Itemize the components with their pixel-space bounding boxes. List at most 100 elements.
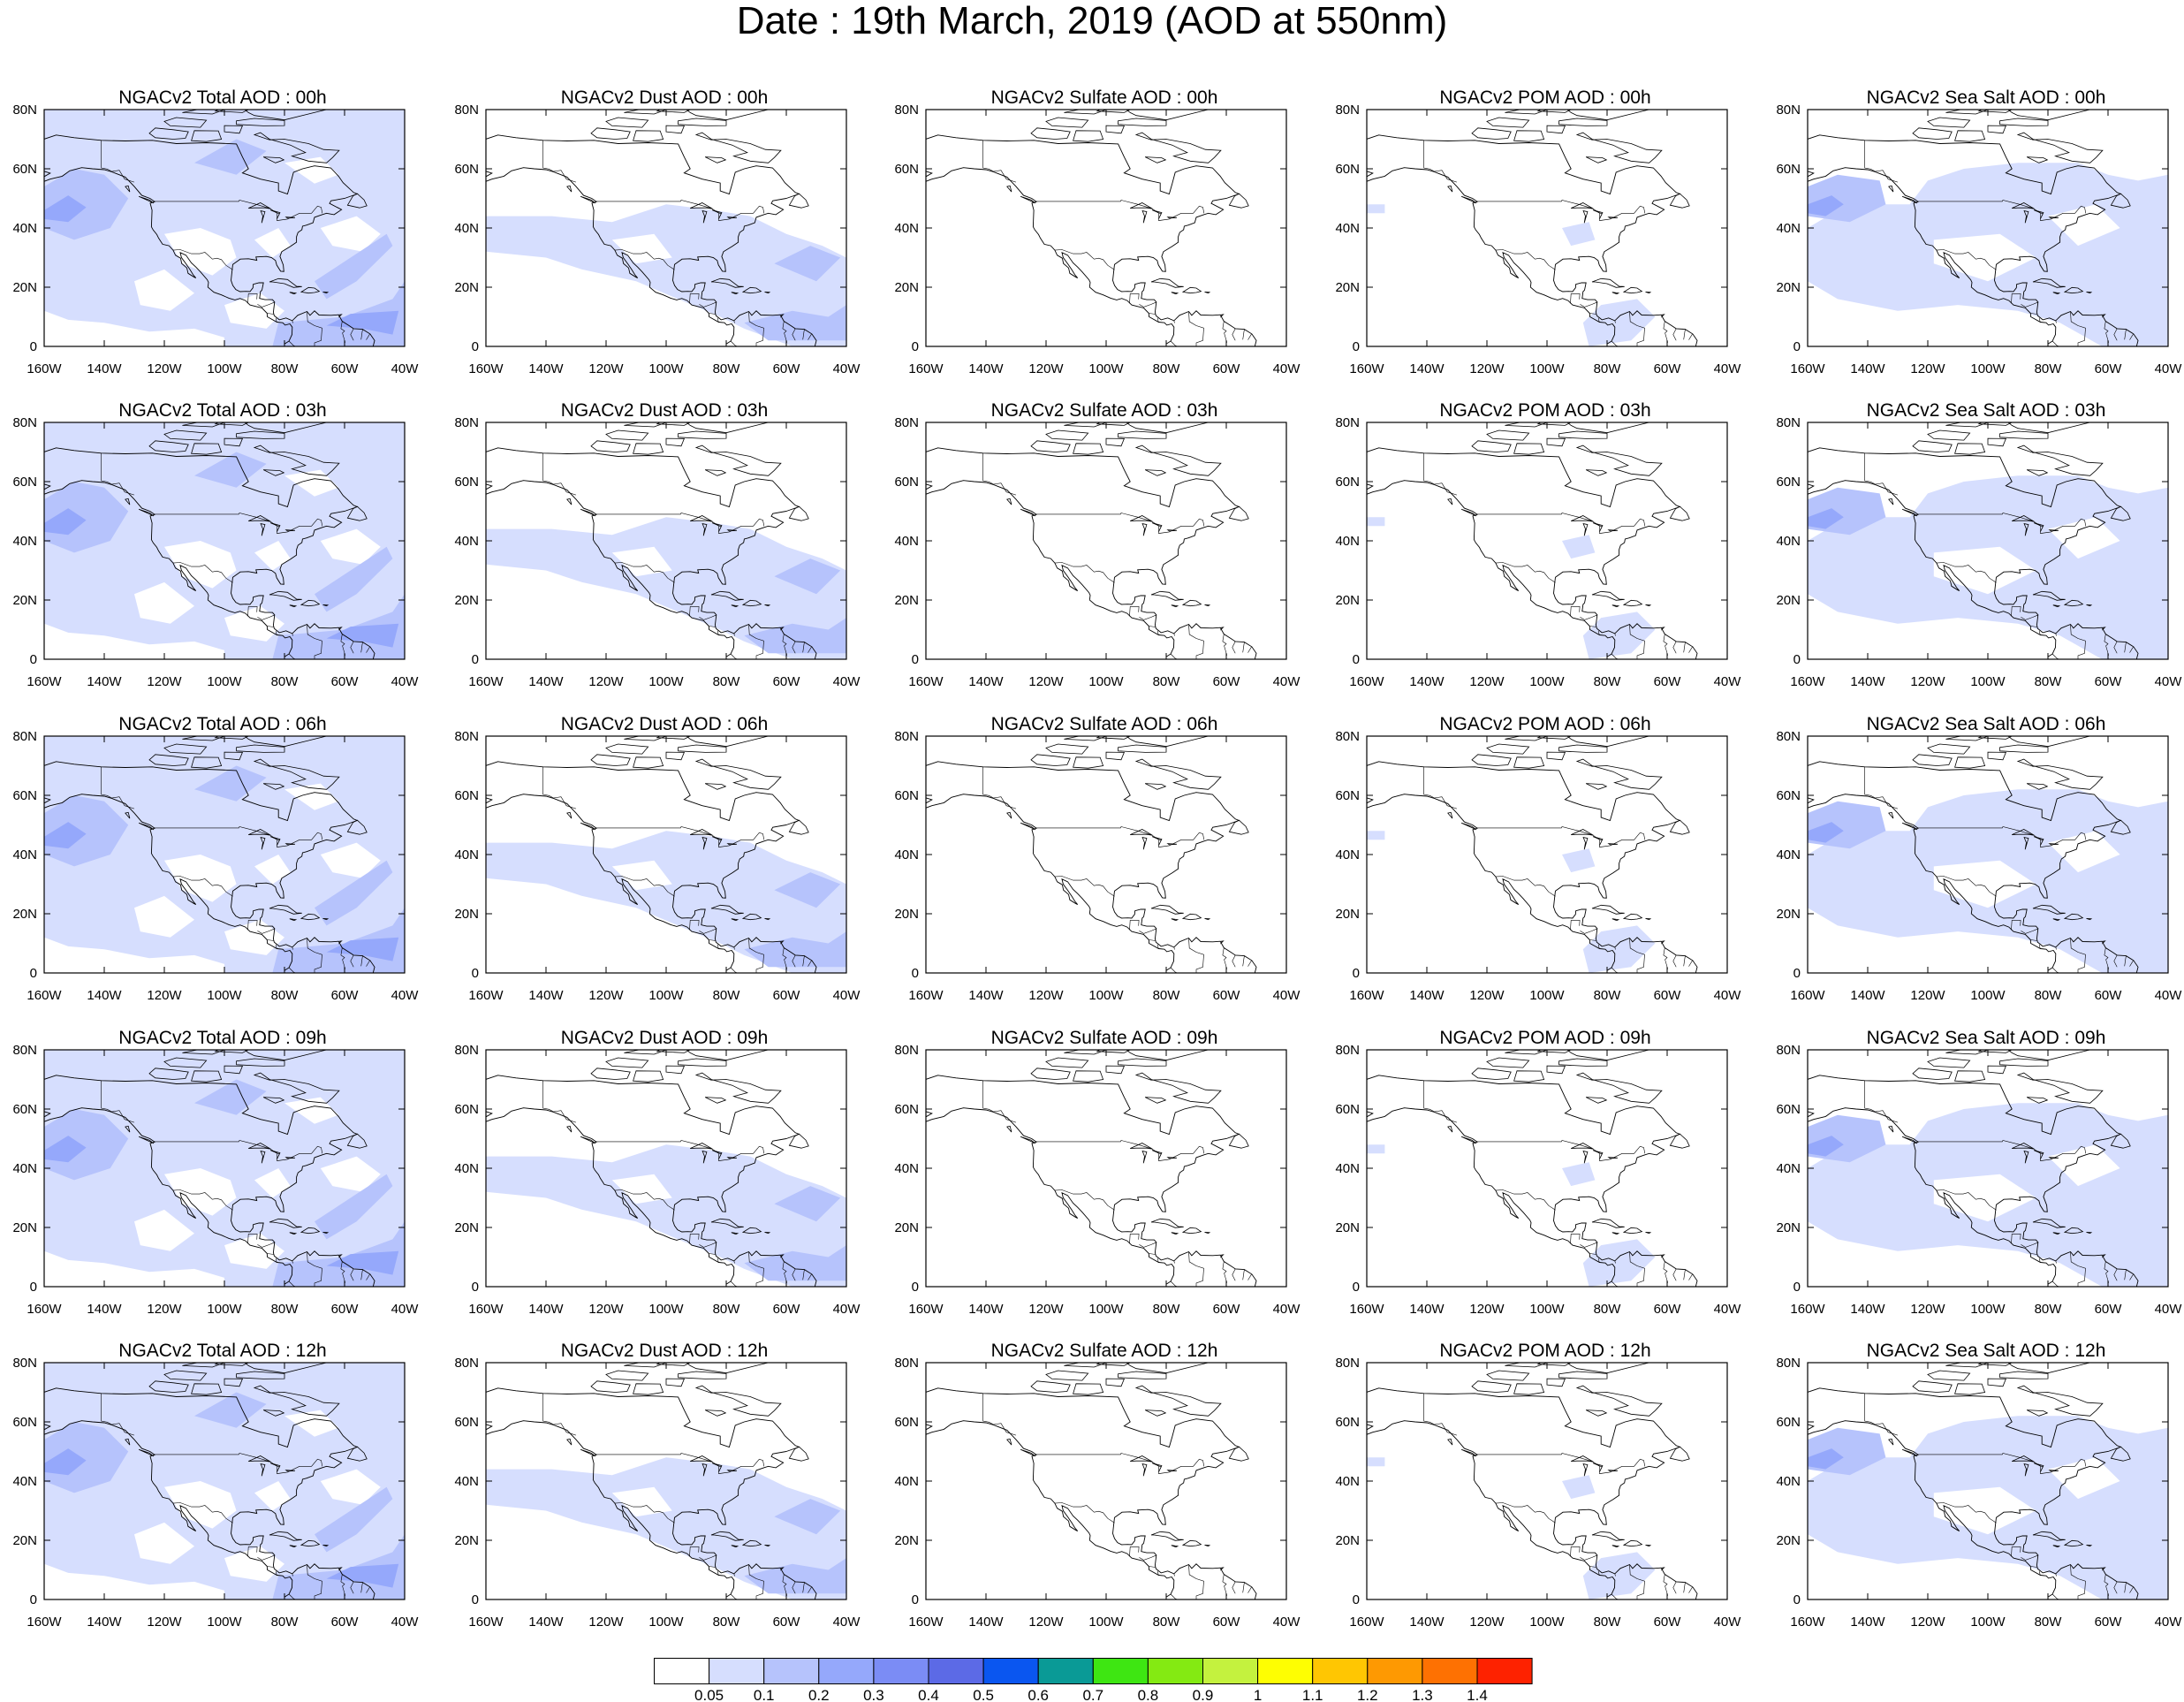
aod-clean-area [320,528,381,565]
island-coastline [263,1097,285,1104]
y-tick-label: 60N [1335,475,1360,490]
country-border [1936,1189,1997,1211]
island-coastline [2086,918,2093,921]
island-coastline [780,1254,785,1258]
x-tick-label: 60W [331,1302,360,1317]
country-border [614,1189,675,1211]
aod-shading-mid [194,1079,267,1115]
y-tick-label: 0 [1353,1592,1360,1607]
island-coastline [2102,314,2106,318]
coastline [44,761,375,973]
country-border [1580,301,1598,308]
x-tick-label: 160W [1790,988,1825,1003]
colorbar-label: 0.9 [1193,1687,1214,1702]
aod-clean-area [254,541,291,571]
island-coastline [1513,130,1545,142]
country-border [1232,1268,1236,1281]
y-tick-label: 60N [12,162,37,177]
aod-shading-high [1808,1448,1844,1470]
y-tick-label: 20N [454,593,479,608]
country-border [1672,1581,1677,1594]
colorbar-swatch [654,1658,710,1684]
country-border [350,1268,354,1281]
y-tick-label: 80N [12,103,37,118]
coastline [1367,134,1698,346]
island-coastline [1228,193,1249,209]
map-panel: NGACv2 Sulfate AOD : 06h 160W 140W 120W 100W… [882,708,1323,1013]
x-tick-label: 60W [1213,1302,1241,1317]
x-tick-label: 100W [1970,1615,2006,1630]
island-coastline [624,422,667,428]
country-border [1222,1261,1227,1283]
island-coastline [1181,599,1202,607]
y-tick-label: 20N [12,280,37,295]
x-tick-label: 160W [1349,1615,1384,1630]
island-coastline [1888,185,1894,193]
island-coastline [289,604,298,608]
island-coastline [182,110,225,115]
island-coastline [1591,904,1625,915]
island-coastline [1204,292,1211,294]
island-coastline [191,1070,223,1083]
aod-clean-area [611,233,672,264]
country-border [1495,249,1556,270]
island-coastline [1045,1370,1089,1381]
y-tick-label: 60N [1335,1415,1360,1430]
island-coastline [1575,444,1663,476]
island-coastline [665,1378,685,1387]
x-tick-label: 80W [713,1302,741,1317]
island-coastline [1130,829,1153,836]
y-tick-label: 20N [894,1533,919,1548]
aod-shading-mid [44,169,129,240]
x-tick-label: 80W [2035,674,2063,689]
island-coastline [236,430,285,439]
map-panel: NGACv2 Sea Salt AOD : 03h 160W 140W 120W 100… [1763,394,2184,699]
country-border [2070,938,2086,973]
x-tick-label: 100W [1970,988,2006,1003]
y-tick-label: 60N [454,1102,479,1117]
coastline [44,1075,375,1287]
island-coastline [1575,1385,1663,1417]
island-coastline [1105,1378,1125,1387]
panel-title: NGACv2 Total AOD : 12h [118,1341,327,1361]
island-coastline [656,1363,692,1366]
y-tick-label: 80N [12,1356,37,1371]
aod-map: 160W 140W 120W 100W 80W 60W 40W 0 20N 40N 60N 80N [454,103,861,376]
x-tick-label: 140W [528,988,564,1003]
island-coastline [694,1385,782,1417]
y-tick-label: 80N [12,415,37,430]
aod-clean-area [1933,1174,2036,1222]
aod-clean-area [164,228,237,276]
aod-map: 160W 140W 120W 100W 80W 60W 40W 0 20N 40N 60N 80N [1776,729,2182,1003]
country-border [1597,630,1600,635]
aod-shading-low [1562,222,1596,247]
country-border [1476,1453,1646,1474]
aod-clean-area [1933,546,2036,595]
country-border [709,939,716,941]
x-tick-label: 80W [713,361,741,376]
aod-shading-low [1367,204,1385,214]
x-tick-label: 80W [271,1615,300,1630]
country-border [2011,293,2021,304]
x-tick-label: 100W [1529,1615,1565,1630]
country-border [1614,1260,1616,1264]
country-border [1683,329,1686,340]
country-border [340,1574,345,1596]
aod-map: 160W 140W 120W 100W 80W 60W 40W 0 20N 40N 60N 80N [1776,415,2183,689]
country-border [1688,960,1693,967]
country-border [1589,1253,1596,1255]
y-tick-label: 80N [894,729,919,744]
island-coastline [731,604,739,608]
island-coastline [1536,736,1573,740]
map-panel: NGACv2 Sea Salt AOD : 12h 160W 140W 120W 100… [1763,1334,2184,1639]
y-tick-label: 40N [1776,1474,1801,1489]
island-coastline [705,469,727,476]
country-border [1173,946,1175,950]
island-coastline [1171,292,1179,295]
island-coastline [2102,1567,2106,1571]
x-tick-label: 120W [1469,1615,1505,1630]
aod-map: 160W 140W 120W 100W 80W 60W 40W 0 20N 40N 60N 80N [454,1356,861,1630]
country-border [1156,944,1159,949]
x-tick-label: 40W [2155,674,2183,689]
country-border [360,1582,363,1593]
